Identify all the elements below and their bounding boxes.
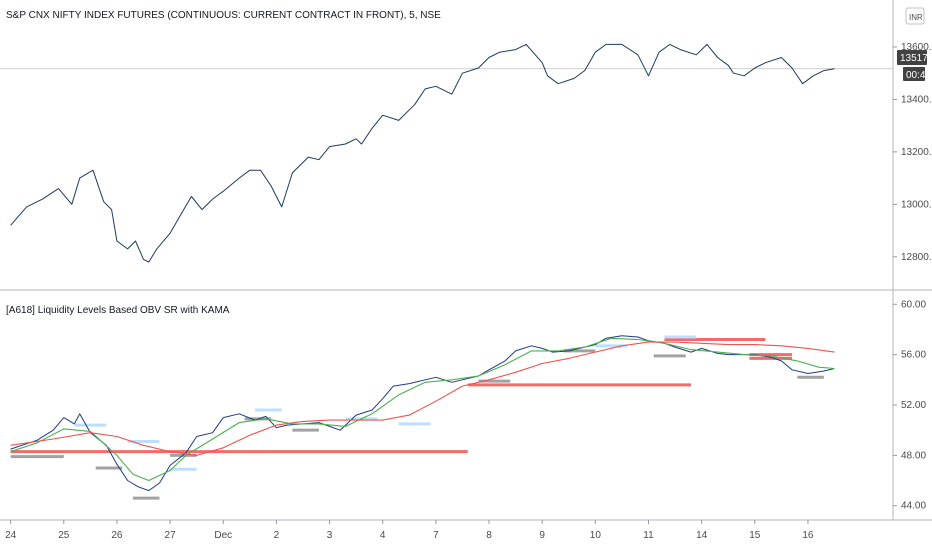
countdown-value: 00:42: [906, 70, 931, 81]
y-tick-label: 13400.00: [901, 94, 932, 105]
x-tick-label: 24: [5, 530, 17, 541]
x-tick-label: 2: [274, 530, 280, 541]
currency-badge[interactable]: [905, 7, 925, 25]
y-tick-label: 56.00: [901, 350, 926, 361]
x-tick-label: 26: [111, 530, 123, 541]
x-tick-label: 4: [380, 530, 386, 541]
indicator-series-line: [10, 337, 835, 482]
y-tick-label: 60.00: [901, 299, 926, 310]
indicator-series-line: [10, 335, 835, 492]
last-price-value: 13517.50: [900, 53, 932, 64]
price-series-line: [10, 43, 835, 263]
indicator-series-line: [10, 341, 835, 456]
x-tick-label: 9: [539, 530, 545, 541]
x-tick-label: Dec: [214, 530, 232, 541]
y-tick-label: 13000.00: [901, 199, 932, 210]
x-tick-label: 11: [643, 530, 654, 541]
x-tick-label: 25: [58, 530, 70, 541]
x-tick-label: 15: [749, 530, 761, 541]
y-tick-label: 52.00: [901, 400, 926, 411]
countdown-tag: [903, 67, 925, 81]
main-chart-title: S&P CNX NIFTY INDEX FUTURES (CONTINUOUS:…: [6, 10, 441, 21]
currency-label: INR: [909, 13, 923, 22]
last-price-tag: [897, 50, 927, 65]
y-tick-label: 12800.00: [901, 252, 932, 263]
x-tick-label: 3: [327, 530, 333, 541]
y-tick-label: 48.00: [901, 450, 926, 461]
x-tick-label: 10: [590, 530, 602, 541]
y-tick-label: 44.00: [901, 501, 926, 512]
y-tick-label: 13200.00: [901, 147, 932, 158]
x-tick-label: 7: [433, 530, 439, 541]
y-tick-label: 13600.00: [901, 42, 932, 53]
x-tick-label: 8: [486, 530, 492, 541]
indicator-title: [A618] Liquidity Levels Based OBV SR wit…: [6, 305, 230, 316]
x-tick-label: 14: [696, 530, 708, 541]
x-tick-label: 27: [165, 530, 177, 541]
x-tick-label: 16: [802, 530, 814, 541]
